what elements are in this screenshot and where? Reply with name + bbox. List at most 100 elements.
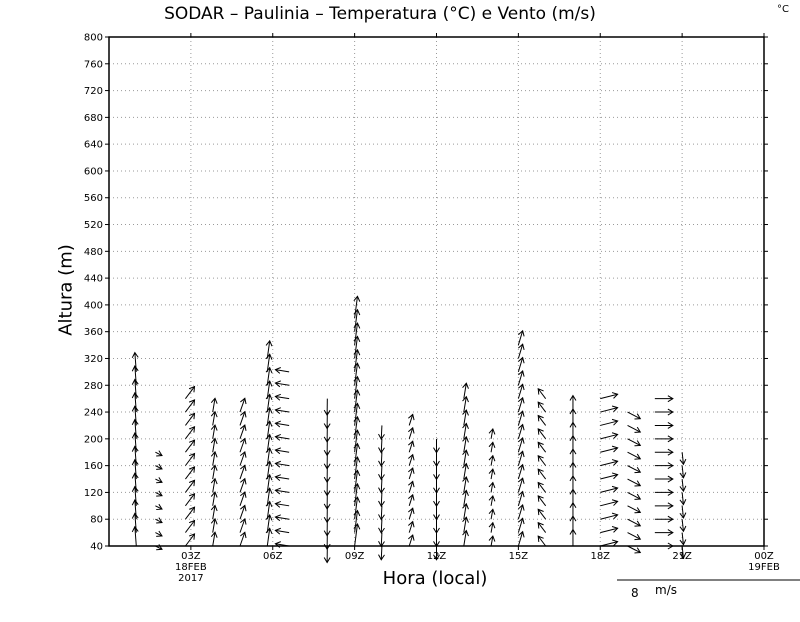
wind-arrow [538, 389, 545, 399]
wind-arrow [463, 397, 469, 412]
wind-arrow [240, 425, 246, 439]
wind-arrow [655, 476, 673, 482]
wind-arrow [628, 412, 641, 419]
wind-arrow [489, 429, 495, 439]
wind-arrow [463, 464, 469, 479]
wind-arrow [211, 532, 217, 546]
wind-arrow [185, 521, 194, 533]
wind-arrow [538, 442, 545, 452]
wind-arrow [434, 452, 440, 466]
wind-arrow [489, 509, 495, 519]
wind-arrow [463, 477, 469, 492]
wind-arrow [324, 399, 330, 416]
wind-arrow [600, 500, 617, 506]
wind-arrow [275, 461, 289, 467]
wind-vector-layer [132, 296, 686, 562]
wind-arrow [434, 492, 440, 506]
wind-arrow-shaft [381, 425, 382, 439]
wind-arrow [655, 436, 673, 442]
wind-arrow-shaft [381, 466, 382, 480]
wind-arrow [185, 400, 194, 412]
wind-arrow [463, 450, 469, 465]
wind-arrow [538, 469, 545, 479]
wind-arrow [463, 410, 469, 425]
wind-arrow [155, 451, 162, 456]
wind-arrow [211, 505, 217, 519]
wind-arrow [628, 533, 641, 540]
y-tick-label: 760 [84, 59, 103, 70]
wind-arrow [538, 456, 545, 466]
wind-arrow [408, 535, 414, 546]
wind-arrow [518, 371, 524, 385]
wind-arrow [538, 509, 545, 519]
wind-arrow [489, 469, 495, 479]
wind-arrow [240, 398, 246, 412]
wind-arrow-shaft [381, 506, 382, 520]
wind-arrow [628, 519, 641, 526]
wind-arrow [211, 519, 217, 533]
reference-vector-value: 8 [631, 586, 639, 600]
wind-arrow [275, 475, 289, 481]
wind-arrow [538, 496, 545, 506]
wind-arrow [518, 478, 524, 492]
wind-arrow-shaft [381, 492, 382, 506]
wind-arrow [185, 494, 194, 506]
y-tick-label: 320 [84, 354, 103, 365]
y-tick-label: 440 [84, 274, 103, 285]
wind-arrow [538, 429, 545, 439]
wind-arrow [489, 496, 495, 506]
wind-arrow [518, 438, 524, 452]
x-tick-label: 06Z [263, 551, 283, 562]
y-axis-label: Altura (m) [56, 244, 77, 336]
y-tick-label: 40 [90, 542, 103, 553]
wind-arrow [518, 505, 524, 519]
wind-arrow [408, 481, 414, 492]
x-tick-label: 21Z [672, 551, 692, 562]
y-tick-label: 240 [84, 408, 103, 419]
wind-arrow [463, 490, 469, 505]
wind-arrow [185, 480, 194, 492]
wind-arrow [600, 446, 617, 452]
wind-arrow [518, 518, 524, 532]
wind-arrow [378, 492, 384, 506]
wind-arrow [655, 503, 673, 509]
x-tick-label: 18Z [590, 551, 610, 562]
wind-arrow [600, 433, 617, 439]
wind-arrow [518, 492, 524, 506]
wind-arrow-shaft [381, 439, 382, 453]
wind-arrow [434, 479, 440, 493]
wind-arrow [275, 448, 289, 454]
wind-arrow [378, 439, 384, 453]
wind-arrow [378, 546, 384, 560]
y-tick-label: 640 [84, 140, 103, 151]
x-tick-date: 18FEB [175, 562, 207, 573]
reference-vector-arrow [617, 577, 800, 583]
wind-arrow [518, 425, 524, 439]
wind-arrow [680, 466, 686, 478]
wind-arrow [434, 533, 440, 547]
wind-arrow-shaft [381, 533, 382, 547]
chart-title: SODAR – Paulinia – Temperatura (°C) e Ve… [0, 4, 760, 24]
wind-arrow [655, 516, 673, 522]
wind-arrow [655, 449, 673, 455]
wind-arrow [275, 408, 289, 414]
wind-arrow [434, 519, 440, 533]
wind-arrow [538, 416, 545, 426]
wind-arrow [211, 479, 217, 493]
wind-arrow [463, 517, 469, 532]
wind-arrow [408, 455, 414, 466]
wind-arrow [408, 522, 414, 533]
wind-arrow [275, 381, 289, 387]
wind-arrow [680, 506, 686, 518]
wind-arrow [600, 419, 617, 425]
wind-arrow [132, 527, 138, 546]
wind-arrow [680, 519, 686, 531]
wind-arrow [518, 398, 524, 412]
x-tick-label: 12Z [427, 551, 447, 562]
corner-unit-label: °C [777, 4, 789, 15]
wind-arrow [628, 466, 641, 473]
wind-arrow [378, 479, 384, 493]
wind-arrow [655, 422, 673, 428]
wind-arrow [211, 425, 217, 439]
